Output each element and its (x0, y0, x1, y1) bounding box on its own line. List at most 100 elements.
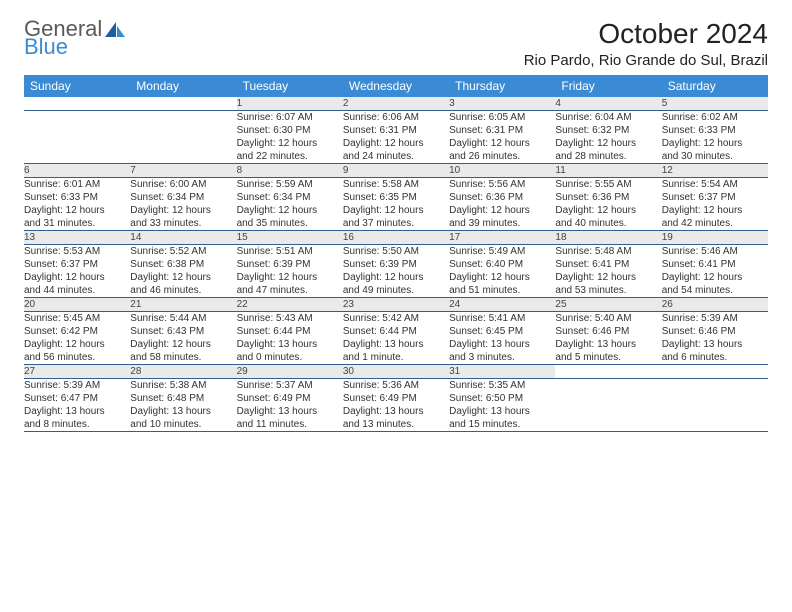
sunrise-text: Sunrise: 5:50 AM (343, 245, 449, 258)
sunset-text: Sunset: 6:49 PM (343, 392, 449, 405)
sunset-text: Sunset: 6:46 PM (662, 325, 768, 338)
daylight-text-1: Daylight: 13 hours (555, 338, 661, 351)
sunset-text: Sunset: 6:43 PM (130, 325, 236, 338)
daylight-text-1: Daylight: 12 hours (343, 271, 449, 284)
daylight-text-1: Daylight: 12 hours (662, 137, 768, 150)
daylight-text-2: and 44 minutes. (24, 284, 130, 297)
sunrise-text: Sunrise: 5:39 AM (662, 312, 768, 325)
daylight-text-2: and 8 minutes. (24, 418, 130, 431)
day-content-row: Sunrise: 5:39 AMSunset: 6:47 PMDaylight:… (24, 379, 768, 432)
day-content-cell: Sunrise: 6:02 AMSunset: 6:33 PMDaylight:… (662, 111, 768, 164)
day-content-cell: Sunrise: 6:00 AMSunset: 6:34 PMDaylight:… (130, 178, 236, 231)
day-number-cell (24, 97, 130, 111)
daylight-text-2: and 3 minutes. (449, 351, 555, 364)
day-number-row: 20212223242526 (24, 298, 768, 312)
daylight-text-2: and 58 minutes. (130, 351, 236, 364)
daylight-text-1: Daylight: 12 hours (449, 137, 555, 150)
sunrise-text: Sunrise: 5:56 AM (449, 178, 555, 191)
day-content-cell: Sunrise: 5:38 AMSunset: 6:48 PMDaylight:… (130, 379, 236, 432)
brand-logo: General Blue (24, 18, 126, 58)
day-content-row: Sunrise: 5:45 AMSunset: 6:42 PMDaylight:… (24, 312, 768, 365)
day-number-cell: 6 (24, 164, 130, 178)
sunset-text: Sunset: 6:47 PM (24, 392, 130, 405)
day-number-cell: 11 (555, 164, 661, 178)
sunset-text: Sunset: 6:45 PM (449, 325, 555, 338)
day-number-cell: 14 (130, 231, 236, 245)
sunrise-text: Sunrise: 6:07 AM (237, 111, 343, 124)
daylight-text-1: Daylight: 13 hours (237, 405, 343, 418)
day-content-cell: Sunrise: 5:43 AMSunset: 6:44 PMDaylight:… (237, 312, 343, 365)
day-number-cell: 9 (343, 164, 449, 178)
sunrise-text: Sunrise: 5:55 AM (555, 178, 661, 191)
day-header: Saturday (662, 75, 768, 97)
sunrise-text: Sunrise: 5:53 AM (24, 245, 130, 258)
day-number-cell: 3 (449, 97, 555, 111)
day-number-cell: 19 (662, 231, 768, 245)
day-number-cell: 22 (237, 298, 343, 312)
sunrise-text: Sunrise: 5:52 AM (130, 245, 236, 258)
sunset-text: Sunset: 6:42 PM (24, 325, 130, 338)
sunset-text: Sunset: 6:48 PM (130, 392, 236, 405)
day-number-cell: 31 (449, 365, 555, 379)
sunset-text: Sunset: 6:44 PM (343, 325, 449, 338)
sunset-text: Sunset: 6:33 PM (24, 191, 130, 204)
daylight-text-2: and 39 minutes. (449, 217, 555, 230)
day-content-cell: Sunrise: 5:39 AMSunset: 6:46 PMDaylight:… (662, 312, 768, 365)
day-number-cell: 23 (343, 298, 449, 312)
day-content-cell: Sunrise: 5:45 AMSunset: 6:42 PMDaylight:… (24, 312, 130, 365)
sunrise-text: Sunrise: 5:51 AM (237, 245, 343, 258)
daylight-text-2: and 1 minute. (343, 351, 449, 364)
sunrise-text: Sunrise: 6:00 AM (130, 178, 236, 191)
daylight-text-1: Daylight: 12 hours (555, 204, 661, 217)
daylight-text-1: Daylight: 12 hours (662, 271, 768, 284)
day-number-row: 6789101112 (24, 164, 768, 178)
daylight-text-1: Daylight: 12 hours (555, 271, 661, 284)
daylight-text-1: Daylight: 12 hours (237, 271, 343, 284)
sunrise-text: Sunrise: 5:58 AM (343, 178, 449, 191)
day-number-cell: 28 (130, 365, 236, 379)
day-number-cell: 15 (237, 231, 343, 245)
sunrise-text: Sunrise: 6:06 AM (343, 111, 449, 124)
day-content-row: Sunrise: 5:53 AMSunset: 6:37 PMDaylight:… (24, 245, 768, 298)
daylight-text-2: and 47 minutes. (237, 284, 343, 297)
daylight-text-2: and 24 minutes. (343, 150, 449, 163)
daylight-text-1: Daylight: 12 hours (24, 204, 130, 217)
daylight-text-2: and 37 minutes. (343, 217, 449, 230)
day-content-cell: Sunrise: 6:07 AMSunset: 6:30 PMDaylight:… (237, 111, 343, 164)
daylight-text-1: Daylight: 13 hours (343, 338, 449, 351)
sunset-text: Sunset: 6:34 PM (237, 191, 343, 204)
daylight-text-1: Daylight: 13 hours (449, 338, 555, 351)
sunset-text: Sunset: 6:30 PM (237, 124, 343, 137)
daylight-text-2: and 26 minutes. (449, 150, 555, 163)
day-header: Monday (130, 75, 236, 97)
day-number-row: 12345 (24, 97, 768, 111)
daylight-text-1: Daylight: 12 hours (237, 137, 343, 150)
sunset-text: Sunset: 6:37 PM (24, 258, 130, 271)
day-content-cell: Sunrise: 5:39 AMSunset: 6:47 PMDaylight:… (24, 379, 130, 432)
daylight-text-1: Daylight: 12 hours (343, 137, 449, 150)
daylight-text-2: and 40 minutes. (555, 217, 661, 230)
sunset-text: Sunset: 6:31 PM (449, 124, 555, 137)
day-content-cell: Sunrise: 5:40 AMSunset: 6:46 PMDaylight:… (555, 312, 661, 365)
day-content-cell: Sunrise: 6:04 AMSunset: 6:32 PMDaylight:… (555, 111, 661, 164)
day-header: Tuesday (237, 75, 343, 97)
daylight-text-1: Daylight: 13 hours (24, 405, 130, 418)
sunset-text: Sunset: 6:49 PM (237, 392, 343, 405)
sail-icon (104, 20, 126, 38)
daylight-text-2: and 11 minutes. (237, 418, 343, 431)
day-content-cell: Sunrise: 5:49 AMSunset: 6:40 PMDaylight:… (449, 245, 555, 298)
sunset-text: Sunset: 6:39 PM (237, 258, 343, 271)
daylight-text-1: Daylight: 12 hours (24, 271, 130, 284)
day-content-cell: Sunrise: 5:55 AMSunset: 6:36 PMDaylight:… (555, 178, 661, 231)
day-content-cell (130, 111, 236, 164)
sunrise-text: Sunrise: 6:01 AM (24, 178, 130, 191)
day-content-cell: Sunrise: 5:54 AMSunset: 6:37 PMDaylight:… (662, 178, 768, 231)
day-number-cell: 10 (449, 164, 555, 178)
sunrise-text: Sunrise: 5:35 AM (449, 379, 555, 392)
sunrise-text: Sunrise: 5:43 AM (237, 312, 343, 325)
daylight-text-2: and 49 minutes. (343, 284, 449, 297)
day-number-cell: 30 (343, 365, 449, 379)
daylight-text-1: Daylight: 13 hours (130, 405, 236, 418)
day-content-cell: Sunrise: 6:06 AMSunset: 6:31 PMDaylight:… (343, 111, 449, 164)
sunset-text: Sunset: 6:38 PM (130, 258, 236, 271)
